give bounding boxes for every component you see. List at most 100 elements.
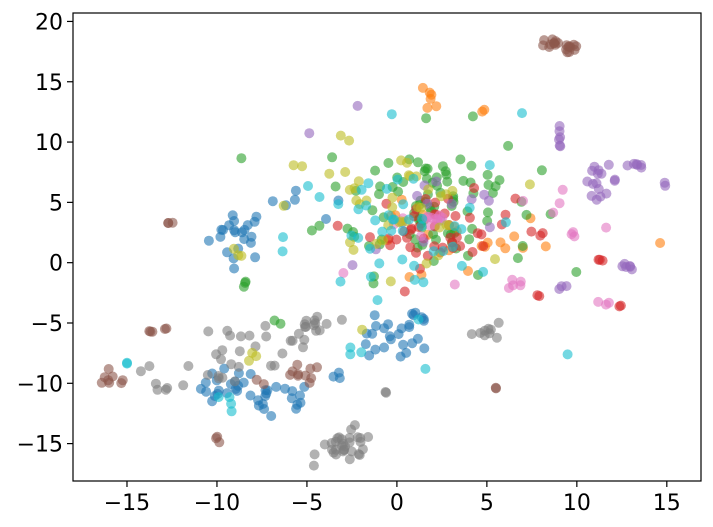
data-point — [483, 195, 494, 206]
data-point — [269, 360, 280, 371]
data-point — [412, 333, 423, 344]
data-point — [404, 322, 415, 333]
x-tick-label: 5 — [480, 491, 494, 516]
series-4 — [304, 100, 671, 294]
data-point — [226, 359, 237, 370]
data-point — [548, 207, 559, 218]
data-point — [356, 347, 367, 358]
data-point — [365, 243, 376, 254]
data-point — [601, 222, 612, 233]
data-point — [456, 260, 467, 271]
data-point — [416, 221, 427, 232]
data-point — [413, 157, 423, 168]
data-point — [395, 351, 406, 362]
data-point — [195, 383, 206, 394]
data-point — [229, 263, 240, 274]
data-point — [416, 202, 426, 213]
data-point — [464, 202, 475, 213]
data-point — [333, 199, 344, 210]
data-point — [336, 440, 347, 451]
x-tick-label: −15 — [104, 491, 150, 516]
data-point — [292, 359, 303, 370]
data-point — [345, 349, 356, 360]
data-point — [609, 174, 620, 185]
data-point — [352, 100, 363, 111]
data-point — [374, 258, 385, 269]
y-tick-label: 0 — [49, 252, 63, 277]
data-point — [297, 161, 308, 172]
data-point — [163, 218, 174, 228]
data-point — [408, 173, 419, 184]
data-point — [224, 392, 235, 403]
data-point — [349, 420, 360, 431]
data-point — [360, 339, 371, 350]
data-point — [404, 214, 414, 225]
data-point — [356, 184, 367, 195]
data-point — [144, 361, 155, 372]
data-point — [370, 215, 381, 226]
data-point — [500, 217, 511, 228]
data-point — [517, 108, 527, 119]
x-tick-label: 0 — [390, 491, 404, 516]
x-tick-label: −5 — [291, 491, 323, 516]
data-point — [335, 130, 346, 141]
data-point — [466, 160, 477, 171]
data-point — [291, 403, 302, 414]
data-point — [554, 121, 565, 131]
data-point — [518, 195, 528, 206]
data-point — [335, 276, 346, 287]
data-point — [383, 158, 394, 168]
data-point — [328, 371, 339, 382]
data-point — [490, 382, 501, 393]
data-point — [431, 101, 442, 112]
data-point — [203, 326, 214, 337]
data-point — [422, 102, 433, 113]
data-point — [438, 246, 449, 257]
data-point — [308, 460, 319, 471]
y-axis: −15 −10 −5 0 5 10 15 20 — [17, 10, 73, 458]
data-point — [379, 323, 390, 334]
plot-frame — [72, 12, 702, 482]
data-point — [421, 113, 432, 124]
data-point — [624, 261, 635, 271]
data-point — [445, 232, 456, 243]
data-point — [387, 202, 398, 213]
data-point — [244, 330, 255, 341]
data-point — [436, 191, 446, 202]
data-point — [479, 104, 490, 115]
data-point — [162, 383, 173, 393]
data-point — [503, 140, 514, 151]
data-point — [103, 375, 114, 386]
data-point — [233, 250, 244, 261]
data-point — [601, 299, 611, 310]
data-point — [229, 376, 240, 387]
data-point — [392, 174, 403, 185]
data-point — [103, 364, 114, 374]
data-point — [399, 286, 410, 297]
data-point — [424, 87, 435, 98]
data-point — [524, 179, 535, 190]
data-point — [336, 314, 347, 325]
data-point — [287, 335, 298, 346]
data-point — [562, 349, 573, 360]
data-point — [554, 198, 565, 209]
data-point — [150, 378, 161, 389]
data-point — [226, 406, 237, 417]
data-point — [601, 188, 612, 199]
data-point — [426, 212, 437, 223]
data-point — [344, 432, 355, 443]
data-point — [455, 154, 466, 165]
data-point — [478, 266, 489, 277]
data-point — [227, 210, 238, 221]
data-point — [495, 237, 506, 248]
data-point — [416, 231, 427, 242]
data-point — [593, 254, 604, 265]
data-point — [421, 258, 432, 269]
data-point — [259, 404, 270, 414]
x-tick-label: 15 — [653, 491, 681, 516]
data-point — [472, 228, 483, 239]
data-point — [314, 192, 325, 202]
data-point — [321, 318, 332, 329]
data-point — [338, 268, 349, 278]
